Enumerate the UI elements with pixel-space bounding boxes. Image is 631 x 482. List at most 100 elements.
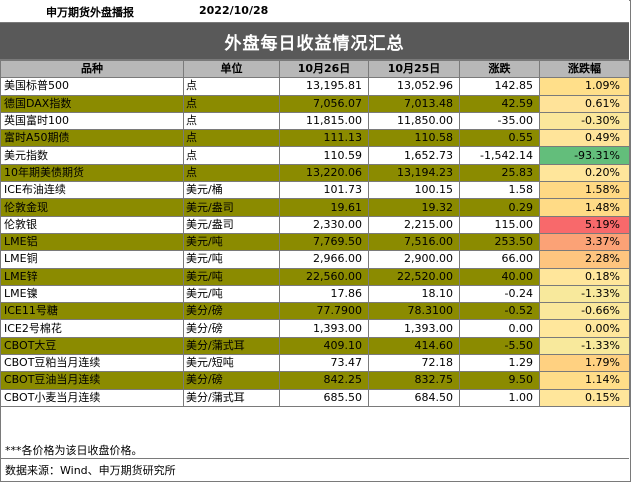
cell-d25: 832.75 [368, 371, 460, 390]
col-header-change-pct: 涨跌幅 [539, 59, 630, 79]
cell-change: 253.50 [459, 232, 540, 252]
cell-unit: 美元/吨 [183, 267, 280, 286]
cell-unit: 美分/磅 [183, 371, 280, 390]
cell-change: 66.00 [459, 250, 540, 269]
cell-change-pct: 0.18% [539, 267, 630, 286]
cell-name: 美元指数 [0, 146, 184, 165]
cell-name: CBOT豆粕当月连续 [0, 354, 184, 373]
table-row: LME镍 美元/吨 17.86 18.10 -0.24 -1.33% [0, 284, 630, 304]
cell-name: 伦敦银 [0, 215, 184, 234]
table-header-row: 品种 单位 10月26日 10月25日 涨跌 涨跌幅 [0, 59, 630, 79]
cell-d25: 22,520.00 [368, 267, 460, 286]
cell-change: -0.52 [459, 302, 540, 321]
cell-unit: 美分/蒲式耳 [183, 336, 280, 356]
cell-d26: 7,769.50 [279, 232, 369, 252]
cell-unit: 点 [183, 94, 280, 113]
cell-d25: 414.60 [368, 336, 460, 356]
cell-name: LME铝 [0, 232, 184, 252]
cell-d26: 22,560.00 [279, 267, 369, 286]
cell-d25: 11,850.00 [368, 111, 460, 131]
cell-d26: 2,330.00 [279, 215, 369, 234]
cell-name: CBOT豆油当月连续 [0, 371, 184, 390]
cell-name: 10年期美债期货 [0, 163, 184, 183]
cell-change-pct: 1.14% [539, 371, 630, 390]
cell-change: 42.59 [459, 94, 540, 113]
table-row: CBOT豆粕当月连续 美元/短吨 73.47 72.18 1.29 1.79% [0, 354, 630, 373]
cell-name: LME锌 [0, 267, 184, 286]
cell-d26: 13,220.06 [279, 163, 369, 183]
table-row: CBOT豆油当月连续 美分/磅 842.25 832.75 9.50 1.14% [0, 371, 630, 390]
returns-table: 品种 单位 10月26日 10月25日 涨跌 涨跌幅 美国标普500 点 13,19… [0, 59, 630, 407]
col-header-d25: 10月25日 [368, 59, 460, 79]
cell-name: 英国富时100 [0, 111, 184, 131]
cell-unit: 点 [183, 77, 280, 96]
table-row: 10年期美债期货点 13,220.06 13,194.23 25.83 0.20% [0, 163, 630, 183]
col-header-change: 涨跌 [459, 59, 540, 79]
cell-name: CBOT大豆 [0, 336, 184, 356]
cell-change-pct: 0.15% [539, 388, 630, 407]
cell-d25: 2,900.00 [368, 250, 460, 269]
cell-change: -0.24 [459, 284, 540, 304]
cell-d26: 1,393.00 [279, 319, 369, 338]
col-header-unit: 单位 [183, 59, 280, 79]
cell-name: 富时A50期债 [0, 129, 184, 148]
cell-change: -5.50 [459, 336, 540, 356]
cell-name: LME镍 [0, 284, 184, 304]
cell-d25: 72.18 [368, 354, 460, 373]
cell-name: ICE11号糖 [0, 302, 184, 321]
cell-d26: 101.73 [279, 181, 369, 200]
cell-name: 德国DAX指数 [0, 94, 184, 113]
cell-d25: 7,516.00 [368, 232, 460, 252]
cell-d25: 78.3100 [368, 302, 460, 321]
cell-change: -1,542.14 [459, 146, 540, 165]
cell-name: LME铜 [0, 250, 184, 269]
cell-change: 1.58 [459, 181, 540, 200]
cell-change-pct: -0.66% [539, 302, 630, 321]
cell-unit: 点 [183, 111, 280, 131]
cell-change: 9.50 [459, 371, 540, 390]
cell-unit: 美元/吨 [183, 250, 280, 269]
table-row: ICE11号糖 美分/磅 77.7900 78.3100 -0.52 -0.66% [0, 302, 630, 321]
cell-change-pct: -1.33% [539, 336, 630, 356]
cell-d25: 18.10 [368, 284, 460, 304]
cell-d26: 11,815.00 [279, 111, 369, 131]
cell-unit: 美元/短吨 [183, 354, 280, 373]
cell-d26: 19.61 [279, 198, 369, 217]
cell-d25: 110.58 [368, 129, 460, 148]
cell-change: -35.00 [459, 111, 540, 131]
cell-name: 美国标普500 [0, 77, 184, 96]
cell-d26: 7,056.07 [279, 94, 369, 113]
cell-unit: 美分/磅 [183, 302, 280, 321]
cell-change-pct: 1.79% [539, 354, 630, 373]
cell-d25: 13,194.23 [368, 163, 460, 183]
cell-d26: 73.47 [279, 354, 369, 373]
report-header: 申万期货外盘播报 2022/10/28 [0, 0, 629, 22]
cell-unit: 美元/吨 [183, 232, 280, 252]
cell-change: 0.00 [459, 319, 540, 338]
cell-d26: 13,195.81 [279, 77, 369, 96]
table-row: LME锌 美元/吨 22,560.00 22,520.00 40.00 0.18% [0, 267, 630, 286]
cell-unit: 美元/盎司 [183, 215, 280, 234]
report-date: 2022/10/28 [199, 4, 269, 17]
col-header-d26: 10月26日 [279, 59, 369, 79]
cell-unit: 点 [183, 129, 280, 148]
cell-name: ICE2号棉花 [0, 319, 184, 338]
cell-d26: 17.86 [279, 284, 369, 304]
cell-d26: 77.7900 [279, 302, 369, 321]
cell-change-pct: 3.37% [539, 232, 630, 252]
cell-change: 25.83 [459, 163, 540, 183]
cell-d25: 1,652.73 [368, 146, 460, 165]
cell-change: 40.00 [459, 267, 540, 286]
cell-d26: 685.50 [279, 388, 369, 407]
data-source: 数据来源：Wind、申万期货研究所 [0, 460, 629, 478]
cell-change-pct: 0.00% [539, 319, 630, 338]
cell-unit: 点 [183, 163, 280, 183]
cell-change: 0.55 [459, 129, 540, 148]
table-row: 美国标普500 点 13,195.81 13,052.96 142.85 1.09% [0, 77, 630, 96]
table-row: 美元指数点 110.59 1,652.73 -1,542.14 -93.31% [0, 146, 630, 165]
cell-d25: 2,215.00 [368, 215, 460, 234]
cell-change: 1.00 [459, 388, 540, 407]
cell-d25: 13,052.96 [368, 77, 460, 96]
table-row: LME铜 美元/吨 2,966.00 2,900.00 66.00 2.28% [0, 250, 630, 269]
cell-unit: 美分/蒲式耳 [183, 388, 280, 407]
